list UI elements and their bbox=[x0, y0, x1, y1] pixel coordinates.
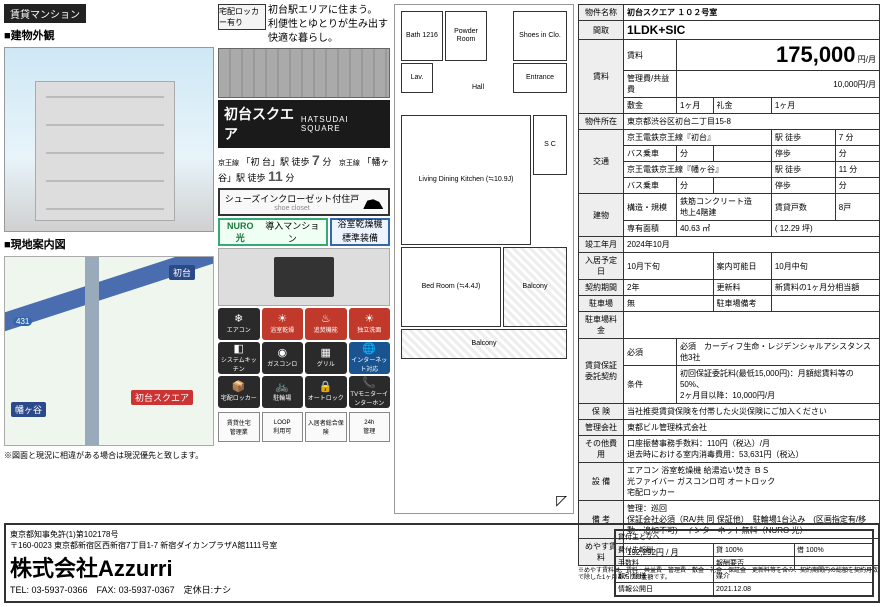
fp-balcony-2: Balcony bbox=[401, 329, 567, 359]
fp-bed: Bed Room (≒4.4J) bbox=[401, 247, 501, 327]
station-1: 京王線 「初 台」駅 徒歩 7 分 京王線 「幡ヶ谷」駅 徒歩 11 分 bbox=[218, 150, 390, 186]
footer-tel: TEL: 03-5937-0366 FAX: 03-5937-0367 定休日:… bbox=[10, 583, 614, 596]
footer-address: 〒160-0023 東京都新宿区西新宿7丁目1-7 新宿ダイカンプラザA館111… bbox=[10, 540, 614, 551]
address: 東京都渋谷区初台二丁目15-8 bbox=[624, 114, 880, 130]
rent-amount: 175,000 bbox=[776, 42, 856, 67]
feature-bath-dryer: 浴室乾燥機 標準装備 bbox=[330, 218, 390, 246]
fp-entrance: Entrance bbox=[513, 63, 567, 93]
building-exterior-image bbox=[4, 47, 214, 232]
map-property-pin: 初台スクエア bbox=[131, 390, 193, 405]
cert-badge: 入居者総合保険 bbox=[305, 412, 347, 442]
left-column: 賃貸マンション ■建物外観 ■現地案内図 初台 幡ヶ谷 初台スクエア 431 ※… bbox=[4, 4, 214, 514]
footer-left: 東京都知事免許(1)第102178号 〒160-0023 東京都新宿区西新宿7丁… bbox=[10, 529, 614, 597]
feature-nuro: NURO光 導入マンション bbox=[218, 218, 328, 246]
map-title: ■現地案内図 bbox=[4, 236, 214, 252]
fp-sic: Shoes in Clo. bbox=[513, 11, 567, 61]
amenity-インターネット対応: 🌐インターネット対応 bbox=[349, 342, 391, 374]
amenity-グリル: ▦グリル bbox=[305, 342, 347, 374]
license-text: 東京都知事免許(1)第102178号 bbox=[10, 529, 614, 540]
property-name-jp: 初台スクエア bbox=[224, 104, 301, 144]
amenity-追焚機能: ♨追焚機能 bbox=[305, 308, 347, 340]
shoe-icon bbox=[363, 195, 383, 209]
cert-badge: 賃貸住宅 管理業 bbox=[218, 412, 260, 442]
fp-bath: Bath 1216 bbox=[401, 11, 443, 61]
fp-powder: Powder Room bbox=[445, 11, 487, 61]
amenity-システムキッチン: ◧システムキッチン bbox=[218, 342, 260, 374]
cert-row: 賃貸住宅 管理業LOOP 利用可入居者総合保険24h 管理 bbox=[218, 412, 390, 442]
property-name-banner: 初台スクエア HATSUDAI SQUARE bbox=[218, 100, 390, 148]
map-route-badge: 431 bbox=[13, 317, 32, 326]
map-station-2: 幡ヶ谷 bbox=[11, 402, 46, 417]
exterior-title: ■建物外観 bbox=[4, 27, 214, 43]
amenity-浴室乾燥: ☀浴室乾燥 bbox=[262, 308, 304, 340]
middle-column: 宅配ロッカー有り 初台駅エリアに住まう。 利便性とゆとりが生み出す快適な暮らし。… bbox=[218, 4, 390, 514]
map-station-1: 初台 bbox=[169, 265, 195, 280]
footer-right: 貸付主となへ 費付先報酬貸 100%借 100% 手数料報酬要否 取引態様媒介 … bbox=[614, 529, 874, 597]
cert-badge: LOOP 利用可 bbox=[262, 412, 304, 442]
map-disclaimer: ※図面と現況に相違がある場合は現況優先と致します。 bbox=[4, 450, 214, 461]
cert-badge: 24h 管理 bbox=[349, 412, 391, 442]
compass-icon: ◸ bbox=[556, 492, 567, 509]
footer: 東京都知事免許(1)第102178号 〒160-0023 東京都新宿区西新宿7丁… bbox=[4, 523, 880, 603]
fp-hall: Hall bbox=[455, 63, 501, 113]
main-row: 賃貸マンション ■建物外観 ■現地案内図 初台 幡ヶ谷 初台スクエア 431 ※… bbox=[4, 4, 880, 514]
layout-type: 1LDK+SIC bbox=[624, 21, 880, 40]
feature-shoes-closet: シューズインクローゼット付住戸 shoe closet bbox=[218, 188, 390, 216]
fp-sc: S C bbox=[533, 115, 567, 175]
spec-table: 物件名称 初台スクエア １０２号室 間取 1LDK+SIC 賃料 賃料 175,… bbox=[578, 4, 880, 566]
property-name-en: HATSUDAI SQUARE bbox=[301, 115, 384, 133]
locker-image bbox=[218, 48, 390, 98]
locker-badge: 宅配ロッカー有り bbox=[218, 4, 266, 30]
fp-ldk: Living Dining Kitchen (≒10.9J) bbox=[401, 115, 531, 245]
amenity-駐輪場: 🚲駐輪場 bbox=[262, 376, 304, 408]
property-name: 初台スクエア １０２号室 bbox=[624, 5, 880, 21]
spec-column: 物件名称 初台スクエア １０２号室 間取 1LDK+SIC 賃料 賃料 175,… bbox=[578, 4, 880, 514]
laptop-image bbox=[218, 248, 390, 306]
floorplan-column: Bath 1216 Powder Room Shoes in Clo. Lav.… bbox=[394, 4, 574, 514]
amenity-grid: ❄エアコン☀浴室乾燥♨追焚機能☀独立洗面 ◧システムキッチン◉ガスコンロ▦グリル🌐… bbox=[218, 308, 390, 408]
listing-page: 賃貸マンション ■建物外観 ■現地案内図 初台 幡ヶ谷 初台スクエア 431 ※… bbox=[0, 0, 884, 607]
floorplan: Bath 1216 Powder Room Shoes in Clo. Lav.… bbox=[394, 4, 574, 514]
amenity-オートロック: 🔒オートロック bbox=[305, 376, 347, 408]
amenity-独立洗面: ☀独立洗面 bbox=[349, 308, 391, 340]
amenity-TVモニターインターホン: 📞TVモニターインターホン bbox=[349, 376, 391, 408]
fp-balcony-1: Balcony bbox=[503, 247, 567, 327]
rental-badge: 賃貸マンション bbox=[4, 4, 86, 23]
location-map: 初台 幡ヶ谷 初台スクエア 431 bbox=[4, 256, 214, 446]
tagline-1: 初台駅エリアに住まう。 bbox=[268, 4, 390, 18]
amenity-ガスコンロ: ◉ガスコンロ bbox=[262, 342, 304, 374]
tagline-2: 利便性とゆとりが生み出す快適な暮らし。 bbox=[268, 18, 390, 46]
company-name: 株式会社Azzurri bbox=[10, 551, 614, 583]
fp-lav: Lav. bbox=[401, 63, 433, 93]
amenity-エアコン: ❄エアコン bbox=[218, 308, 260, 340]
amenity-宅配ロッカー: 📦宅配ロッカー bbox=[218, 376, 260, 408]
